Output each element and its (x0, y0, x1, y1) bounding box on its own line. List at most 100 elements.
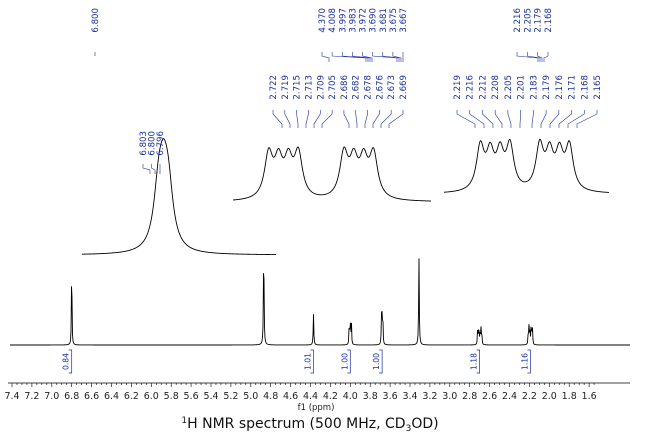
x-tick-label: 4.2 (323, 391, 338, 402)
x-tick-label: 6.8 (64, 391, 79, 402)
integral-labels: 0.84 1.01 1.00 1.00 1.18 1.16 (62, 349, 531, 374)
peak-leader-line (537, 52, 543, 62)
inset-c-trace (443, 138, 610, 193)
integral-value: 1.00 (372, 353, 381, 370)
peak-leader-line (388, 110, 404, 128)
peak-label: 6.803 (139, 131, 149, 156)
peak-leader-line (343, 110, 350, 128)
peak-label: 2.678 (364, 75, 374, 100)
x-tick-label: 4.6 (283, 391, 298, 402)
peak-label: 2.216 (513, 8, 523, 33)
peak-leader-line (151, 164, 156, 174)
x-tick-label: 3.8 (363, 391, 378, 402)
spectrum-trace (10, 258, 630, 346)
peak-leader-line (296, 110, 299, 128)
peak-label: 2.713 (305, 75, 315, 100)
x-tick-label: 6.0 (144, 391, 159, 402)
peak-label: 2.212 (479, 75, 489, 100)
peak-label: 3.997 (338, 8, 348, 33)
peak-label: 3.681 (379, 8, 389, 33)
peak-leader-line (392, 52, 402, 62)
peak-label: 2.669 (399, 75, 409, 100)
x-tick-label: 4.0 (343, 391, 358, 402)
x-tick-label: 2.4 (502, 391, 517, 402)
peak-label: 2.216 (466, 75, 476, 100)
x-tick-label: 5.4 (203, 391, 218, 402)
peak-leader-line (531, 110, 534, 128)
integral-bracket (527, 349, 531, 374)
integral-bracket (310, 349, 314, 374)
peak-leader-line (519, 110, 521, 128)
peak-label: 2.205 (523, 8, 533, 33)
peak-leader-line (576, 110, 598, 128)
peak-label: 3.690 (369, 8, 379, 33)
peak-label: 2.219 (453, 75, 463, 100)
peak-leader-line (549, 110, 560, 128)
peak-label: 2.176 (555, 75, 565, 100)
peak-label: 2.183 (529, 75, 539, 100)
peak-label: 3.667 (399, 8, 409, 33)
peak-leader-line (321, 52, 330, 62)
peak-label: 2.709 (316, 75, 326, 100)
integral-value: 1.00 (340, 353, 349, 370)
peak-leader-line (527, 52, 541, 62)
peak-leader-line (494, 110, 503, 128)
peak-label: 2.179 (542, 75, 552, 100)
integral-bracket (68, 349, 73, 374)
peak-label: 2.682 (352, 75, 362, 100)
x-tick-label: 6.6 (84, 391, 99, 402)
peak-leader-line (558, 110, 572, 128)
peak-label: 3.972 (359, 8, 369, 33)
integral-bracket (379, 349, 383, 374)
peak-leader-line (355, 110, 358, 128)
peak-label: 3.675 (389, 8, 399, 33)
peak-leader-line (284, 110, 291, 128)
peak-label: 2.722 (269, 75, 279, 100)
peak-leader-line (543, 52, 549, 62)
x-tick-label: 3.2 (422, 391, 437, 402)
integral-value: 0.84 (62, 353, 71, 370)
x-tick-label: 5.0 (243, 391, 258, 402)
x-tick-label: 3.6 (383, 391, 398, 402)
peak-label: 2.171 (568, 75, 578, 100)
peak-label: 2.673 (387, 75, 397, 100)
peak-label: 2.719 (281, 75, 291, 100)
peak-leader-line (341, 52, 369, 62)
x-tick-label: 7.4 (4, 391, 19, 402)
x-tick-label: 2.6 (482, 391, 497, 402)
peak-leader-line (372, 52, 398, 62)
title-subscript: 3 (406, 424, 412, 434)
x-tick-label: 1.8 (562, 391, 577, 402)
peak-leader-line (142, 164, 151, 174)
x-tick-label: 4.4 (303, 391, 318, 402)
peak-leader-line (364, 110, 368, 128)
peak-label: 3.983 (348, 8, 358, 33)
top-peak-labels: 6.800 4.370 4.008 3.997 3.983 3.972 3.690 3.681… (91, 8, 554, 62)
integral-value: 1.16 (520, 353, 529, 370)
peak-leader-line (352, 52, 371, 62)
peak-leader-line (372, 110, 380, 128)
x-tick-label: 2.0 (542, 391, 557, 402)
x-tick-label: 7.0 (44, 391, 59, 402)
peak-leader-line (507, 110, 512, 128)
peak-leader-line (382, 52, 400, 62)
peak-leader-line (272, 110, 283, 128)
x-tick-label: 2.8 (462, 391, 477, 402)
peak-label: 2.686 (340, 75, 350, 100)
inset-b-trace (232, 146, 432, 202)
integral-bracket (347, 349, 351, 374)
peak-label: 4.008 (328, 8, 338, 33)
peak-label: 2.705 (328, 75, 338, 100)
chart-title: 1H NMR spectrum (500 MHz, CD3OD) (181, 416, 438, 434)
peak-label: 2.201 (517, 75, 527, 100)
peak-leader-line (331, 52, 367, 62)
peak-label: 2.165 (593, 75, 603, 100)
peak-leader-line (540, 110, 547, 128)
peak-leader-line (362, 52, 373, 62)
x-tick-label: 3.4 (402, 391, 417, 402)
x-tick-label: 5.8 (164, 391, 179, 402)
x-tick-label: 4.8 (263, 391, 278, 402)
x-tick-label: 1.6 (582, 391, 597, 402)
